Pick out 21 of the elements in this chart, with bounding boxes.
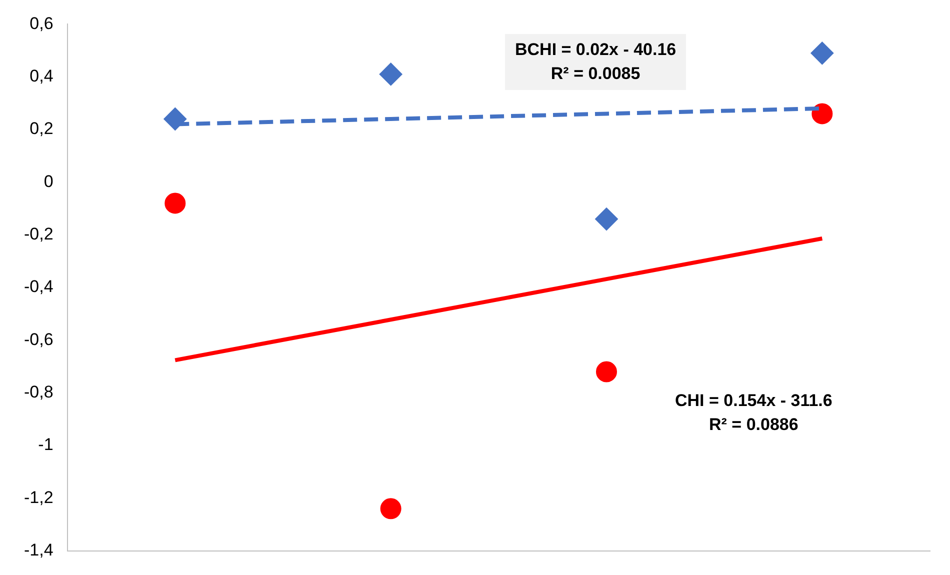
point xyxy=(810,42,834,65)
y-tick-label: -1 xyxy=(38,435,54,454)
annotation: CHI = 0.154x - 311.6 R² = 0.0886 xyxy=(665,385,842,441)
y-tick-label: 0,2 xyxy=(30,119,54,138)
point xyxy=(164,192,186,214)
point xyxy=(596,361,617,382)
y-tick-label: 0 xyxy=(44,172,54,191)
y-tick-label: 0,6 xyxy=(30,14,54,33)
annotation: BCHI = 0.02x - 40.16 R² = 0.0085 xyxy=(505,34,686,90)
point xyxy=(380,498,402,520)
point xyxy=(594,208,618,231)
point xyxy=(379,62,402,86)
y-tick-label: -1,2 xyxy=(24,488,54,507)
y-tick-label: -1,4 xyxy=(24,540,54,560)
y-tick-label: 0,4 xyxy=(30,66,54,86)
y-tick-label: -0,8 xyxy=(24,382,54,402)
point xyxy=(812,103,833,124)
y-tick-label: -0,6 xyxy=(24,330,54,349)
point xyxy=(164,107,187,130)
y-tick-label: -0,4 xyxy=(24,277,54,296)
y-tick-label: -0,2 xyxy=(24,224,54,244)
